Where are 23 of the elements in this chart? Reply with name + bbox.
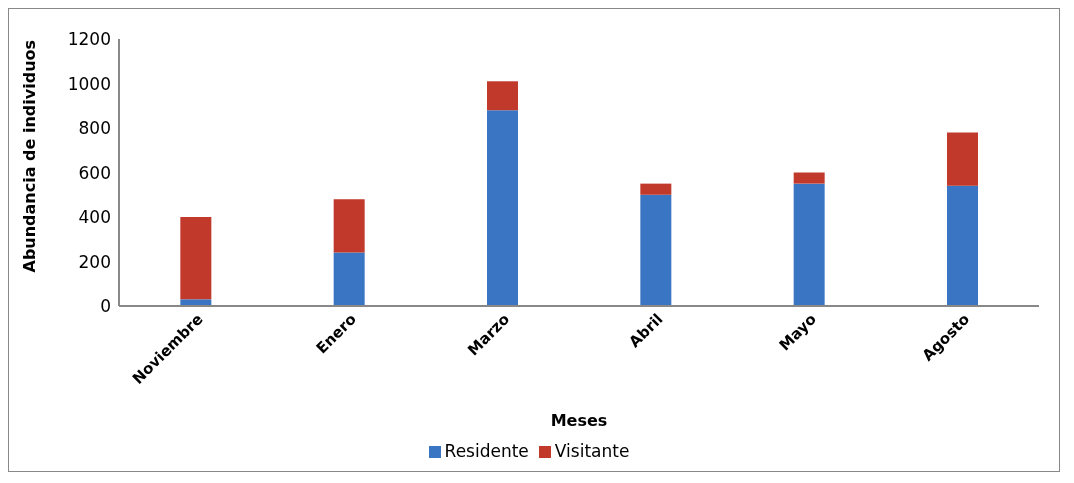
- bar: [640, 194, 672, 306]
- bar: [180, 217, 212, 300]
- bar: [487, 81, 518, 111]
- legend-label: Visitante: [554, 441, 630, 461]
- bar: [333, 199, 365, 253]
- bar: [640, 183, 672, 195]
- bar: [947, 132, 978, 186]
- y-tick-label: 400: [78, 207, 111, 228]
- bar: [947, 185, 978, 306]
- y-tick-label: 1000: [67, 73, 111, 94]
- legend-label: Residente: [444, 441, 529, 461]
- bar: [487, 110, 518, 306]
- bar: [180, 299, 212, 306]
- y-tick-label: 200: [78, 251, 111, 272]
- y-axis-title: Abundancia de individuos: [19, 39, 39, 273]
- y-tick-label: 600: [78, 162, 111, 183]
- y-tick-label: 0: [100, 296, 111, 317]
- y-tick-label: 1200: [67, 29, 111, 50]
- x-axis-title: Meses: [550, 411, 608, 430]
- bar: [333, 252, 365, 306]
- bar: [793, 172, 825, 184]
- y-tick-label: 800: [78, 118, 111, 139]
- bar: [793, 183, 825, 306]
